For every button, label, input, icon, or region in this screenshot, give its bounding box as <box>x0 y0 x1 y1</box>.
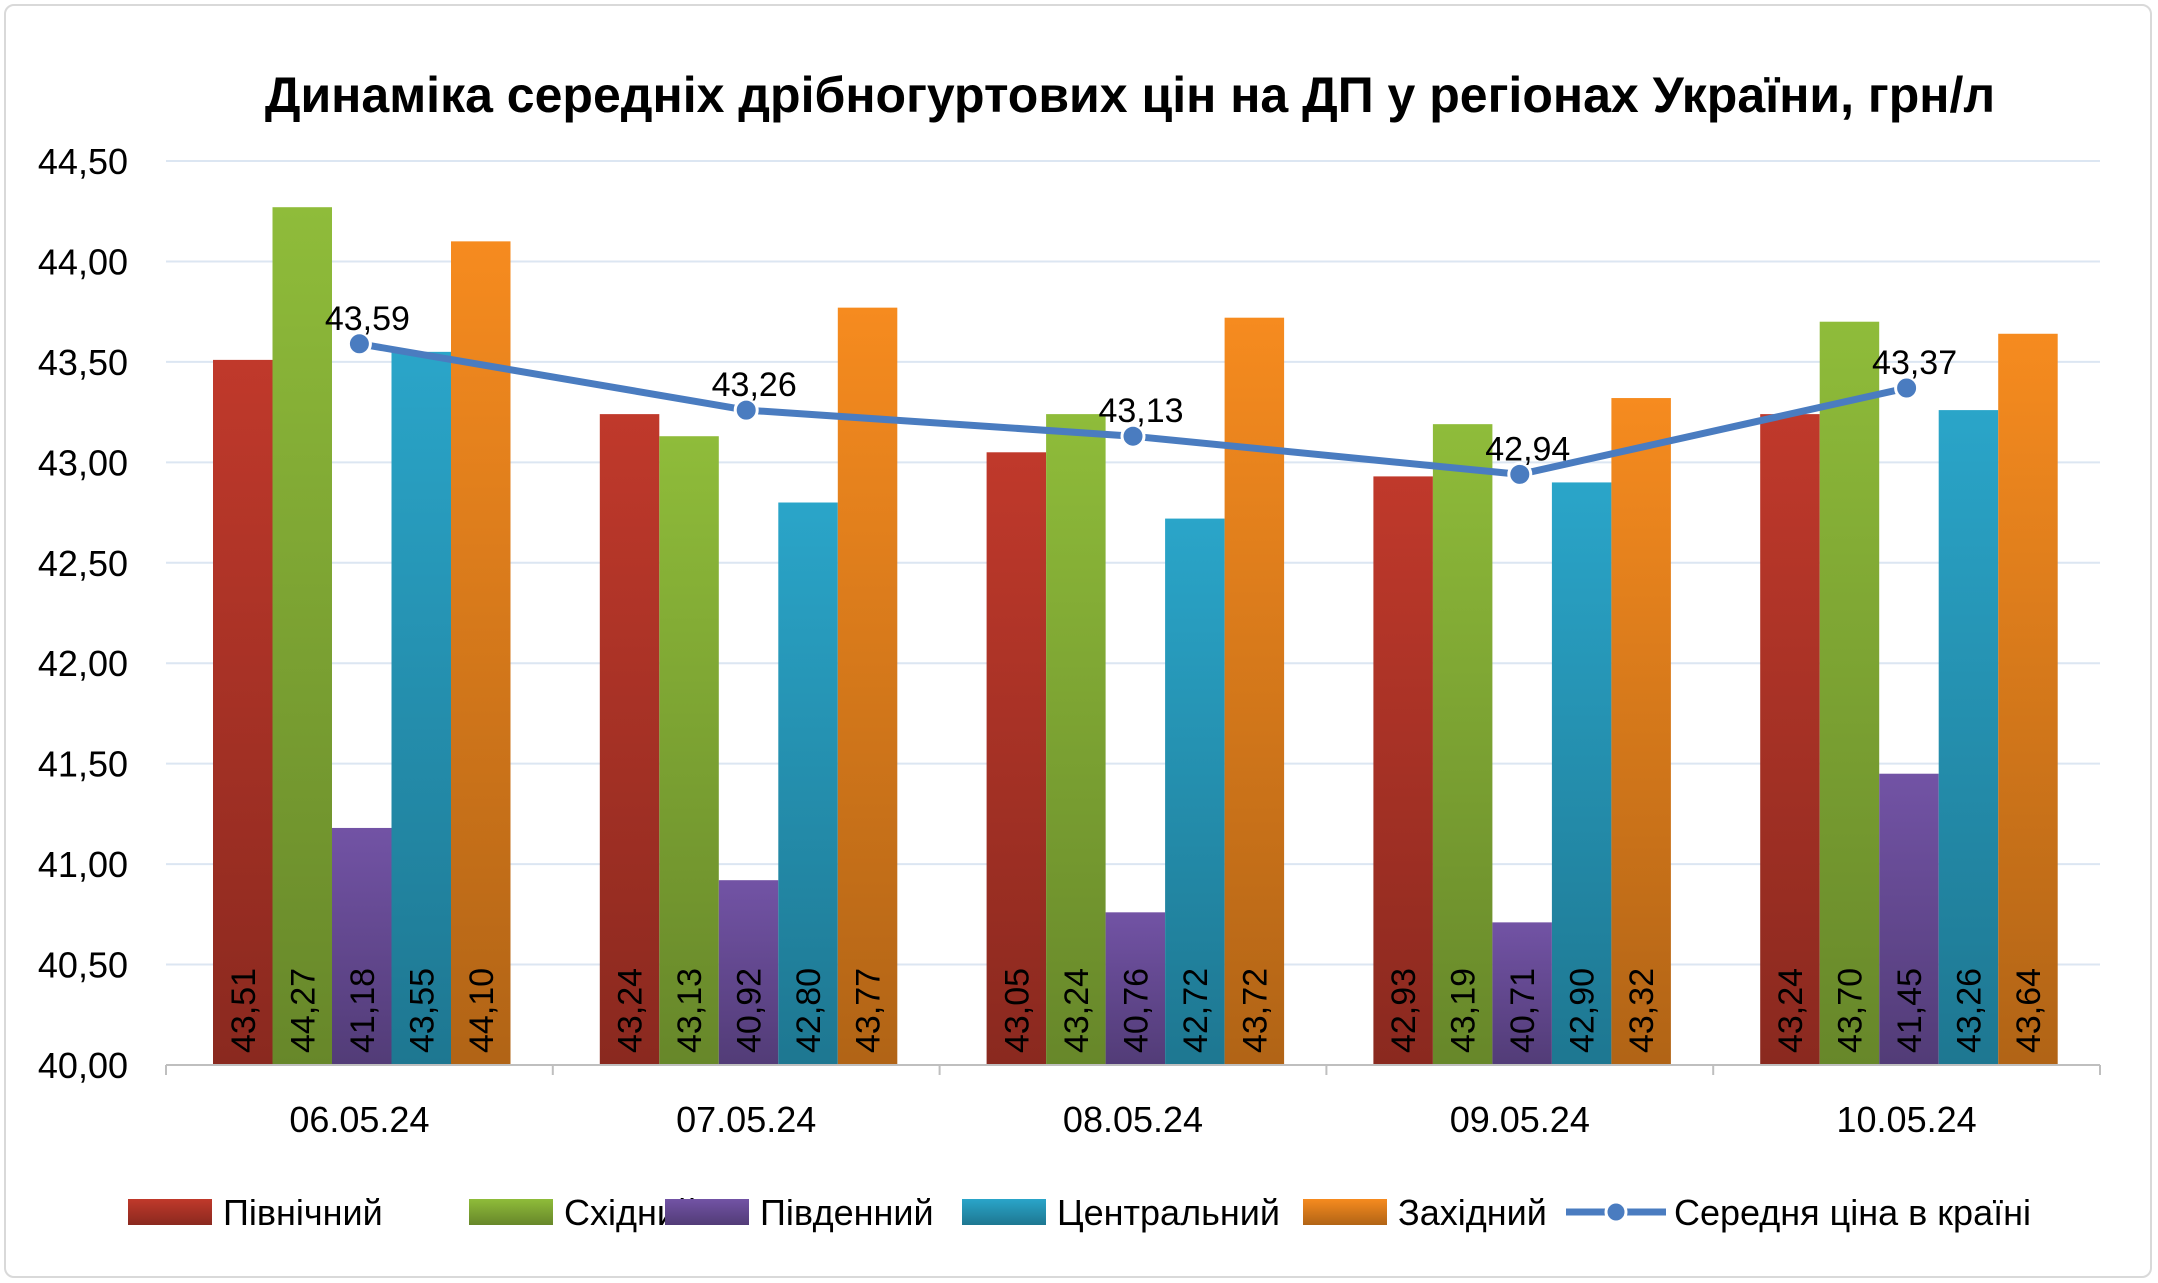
bar-value-label: 43,24 <box>1058 968 1096 1053</box>
legend-swatch <box>1303 1199 1387 1225</box>
average-point <box>346 331 372 357</box>
bar-value-label: 40,76 <box>1117 968 1155 1053</box>
bar-Південний <box>1105 912 1166 1065</box>
bar-Східний <box>272 207 332 1065</box>
bar-Північний <box>599 414 660 1065</box>
average-point <box>1120 423 1146 449</box>
bar-value-label: 43,13 <box>671 968 709 1053</box>
bar-value-label: 43,26 <box>1950 968 1988 1053</box>
bar-value-label: 43,51 <box>225 968 263 1053</box>
y-tick-label: 40,00 <box>38 1045 128 1086</box>
bar-value-label: 43,70 <box>1831 968 1869 1053</box>
legend-swatch <box>469 1199 553 1225</box>
bar-Центральний <box>391 351 451 1065</box>
legend-label: Середня ціна в країні <box>1674 1192 2031 1233</box>
bar-value-label: 43,32 <box>1623 968 1661 1053</box>
y-tick-label: 42,00 <box>38 643 128 684</box>
bar-Західний <box>1998 333 2058 1066</box>
y-tick-label: 44,50 <box>38 141 128 182</box>
bar-Північний <box>986 452 1047 1065</box>
bar-Західний <box>1224 317 1285 1065</box>
y-tick-label: 40,50 <box>38 945 128 986</box>
bar-value-label: 43,24 <box>1772 968 1810 1053</box>
average-value-label: 42,94 <box>1485 430 1570 468</box>
bar-Західний <box>451 241 511 1065</box>
bar-Південний <box>332 827 392 1065</box>
bar-Південний <box>718 880 779 1065</box>
bar-value-label: 44,27 <box>284 968 322 1053</box>
bar-value-label: 42,80 <box>790 968 828 1053</box>
bar-Західний <box>1611 398 1671 1065</box>
average-value-label: 43,26 <box>712 366 797 404</box>
average-value-label: 43,37 <box>1872 344 1957 382</box>
y-tick-label: 43,50 <box>38 342 128 383</box>
x-tick-label: 07.05.24 <box>676 1099 816 1140</box>
average-line: 43,59 43,26 43,13 42,94 43,37 <box>325 300 1957 487</box>
bar-Східний <box>1046 414 1106 1065</box>
bar-value-label: 42,93 <box>1385 968 1423 1053</box>
legend-marker <box>1604 1200 1628 1224</box>
bar-value-label: 43,64 <box>2010 968 2048 1053</box>
bar-Східний <box>659 436 719 1065</box>
bar-Східний <box>1819 321 1880 1065</box>
bar-Північний <box>1760 414 1820 1065</box>
bar-Південний <box>1492 922 1552 1065</box>
legend-swatch <box>128 1199 212 1225</box>
legend-label: Центральний <box>1057 1192 1280 1233</box>
bar-value-label: 43,19 <box>1445 968 1483 1053</box>
average-value-label: 43,59 <box>325 300 410 338</box>
y-tick-label: 42,50 <box>38 543 128 584</box>
bar-value-label: 43,72 <box>1236 968 1274 1053</box>
bar-value-label: 40,71 <box>1504 968 1542 1053</box>
bar-Північний <box>213 359 273 1065</box>
legend-swatch <box>665 1199 749 1225</box>
bar-Південний <box>1879 773 1939 1065</box>
bar-Центральний <box>1938 410 1999 1065</box>
bar-value-label: 43,77 <box>850 968 888 1053</box>
bar-value-label: 44,10 <box>463 968 501 1053</box>
bar-value-label: 42,90 <box>1564 968 1602 1053</box>
y-axis-ticks: 40,00 40,50 41,00 41,50 42,00 42,50 43,00 43,50… <box>38 141 128 1086</box>
bar-value-label: 43,05 <box>998 968 1036 1053</box>
bar-Центральний <box>778 502 838 1065</box>
average-point <box>733 397 759 423</box>
legend-label: Південний <box>760 1192 934 1233</box>
average-point <box>1894 375 1920 401</box>
bar-Центральний <box>1551 482 1612 1065</box>
legend-label: Північний <box>223 1192 383 1233</box>
bar-value-label: 43,24 <box>612 968 650 1053</box>
bar-value-label: 42,72 <box>1177 968 1215 1053</box>
bar-labels: 43,51 44,27 41,18 43,55 44,10 43,24 43,13 40,92… <box>225 968 2048 1053</box>
bars <box>213 207 2058 1066</box>
bar-Західний <box>837 307 898 1065</box>
y-tick-label: 44,00 <box>38 241 128 282</box>
legend: Північний Східний Південний Центральний Захі… <box>128 1192 2031 1233</box>
y-tick-label: 41,50 <box>38 744 128 785</box>
bar-Центральний <box>1165 518 1225 1065</box>
average-point <box>1507 461 1533 487</box>
x-axis: 06.05.24 07.05.24 08.05.24 09.05.24 10.05.24 <box>165 1064 2101 1140</box>
y-tick-label: 43,00 <box>38 442 128 483</box>
bar-value-label: 43,55 <box>403 968 441 1053</box>
bar-value-label: 40,92 <box>731 968 769 1053</box>
x-tick-label: 08.05.24 <box>1063 1099 1203 1140</box>
bar-value-label: 41,18 <box>344 968 382 1053</box>
x-tick-label: 10.05.24 <box>1837 1099 1977 1140</box>
bar-Північний <box>1373 476 1433 1065</box>
x-tick-label: 09.05.24 <box>1450 1099 1590 1140</box>
bar-value-label: 41,45 <box>1891 968 1929 1053</box>
average-value-label: 43,13 <box>1098 392 1183 430</box>
legend-swatch <box>962 1199 1046 1225</box>
legend-label: Західний <box>1398 1192 1547 1233</box>
y-tick-label: 41,00 <box>38 844 128 885</box>
bar-Східний <box>1432 424 1493 1066</box>
x-tick-label: 06.05.24 <box>289 1099 429 1140</box>
chart-title: Динаміка середніх дрібногуртових цін на … <box>265 67 1995 123</box>
